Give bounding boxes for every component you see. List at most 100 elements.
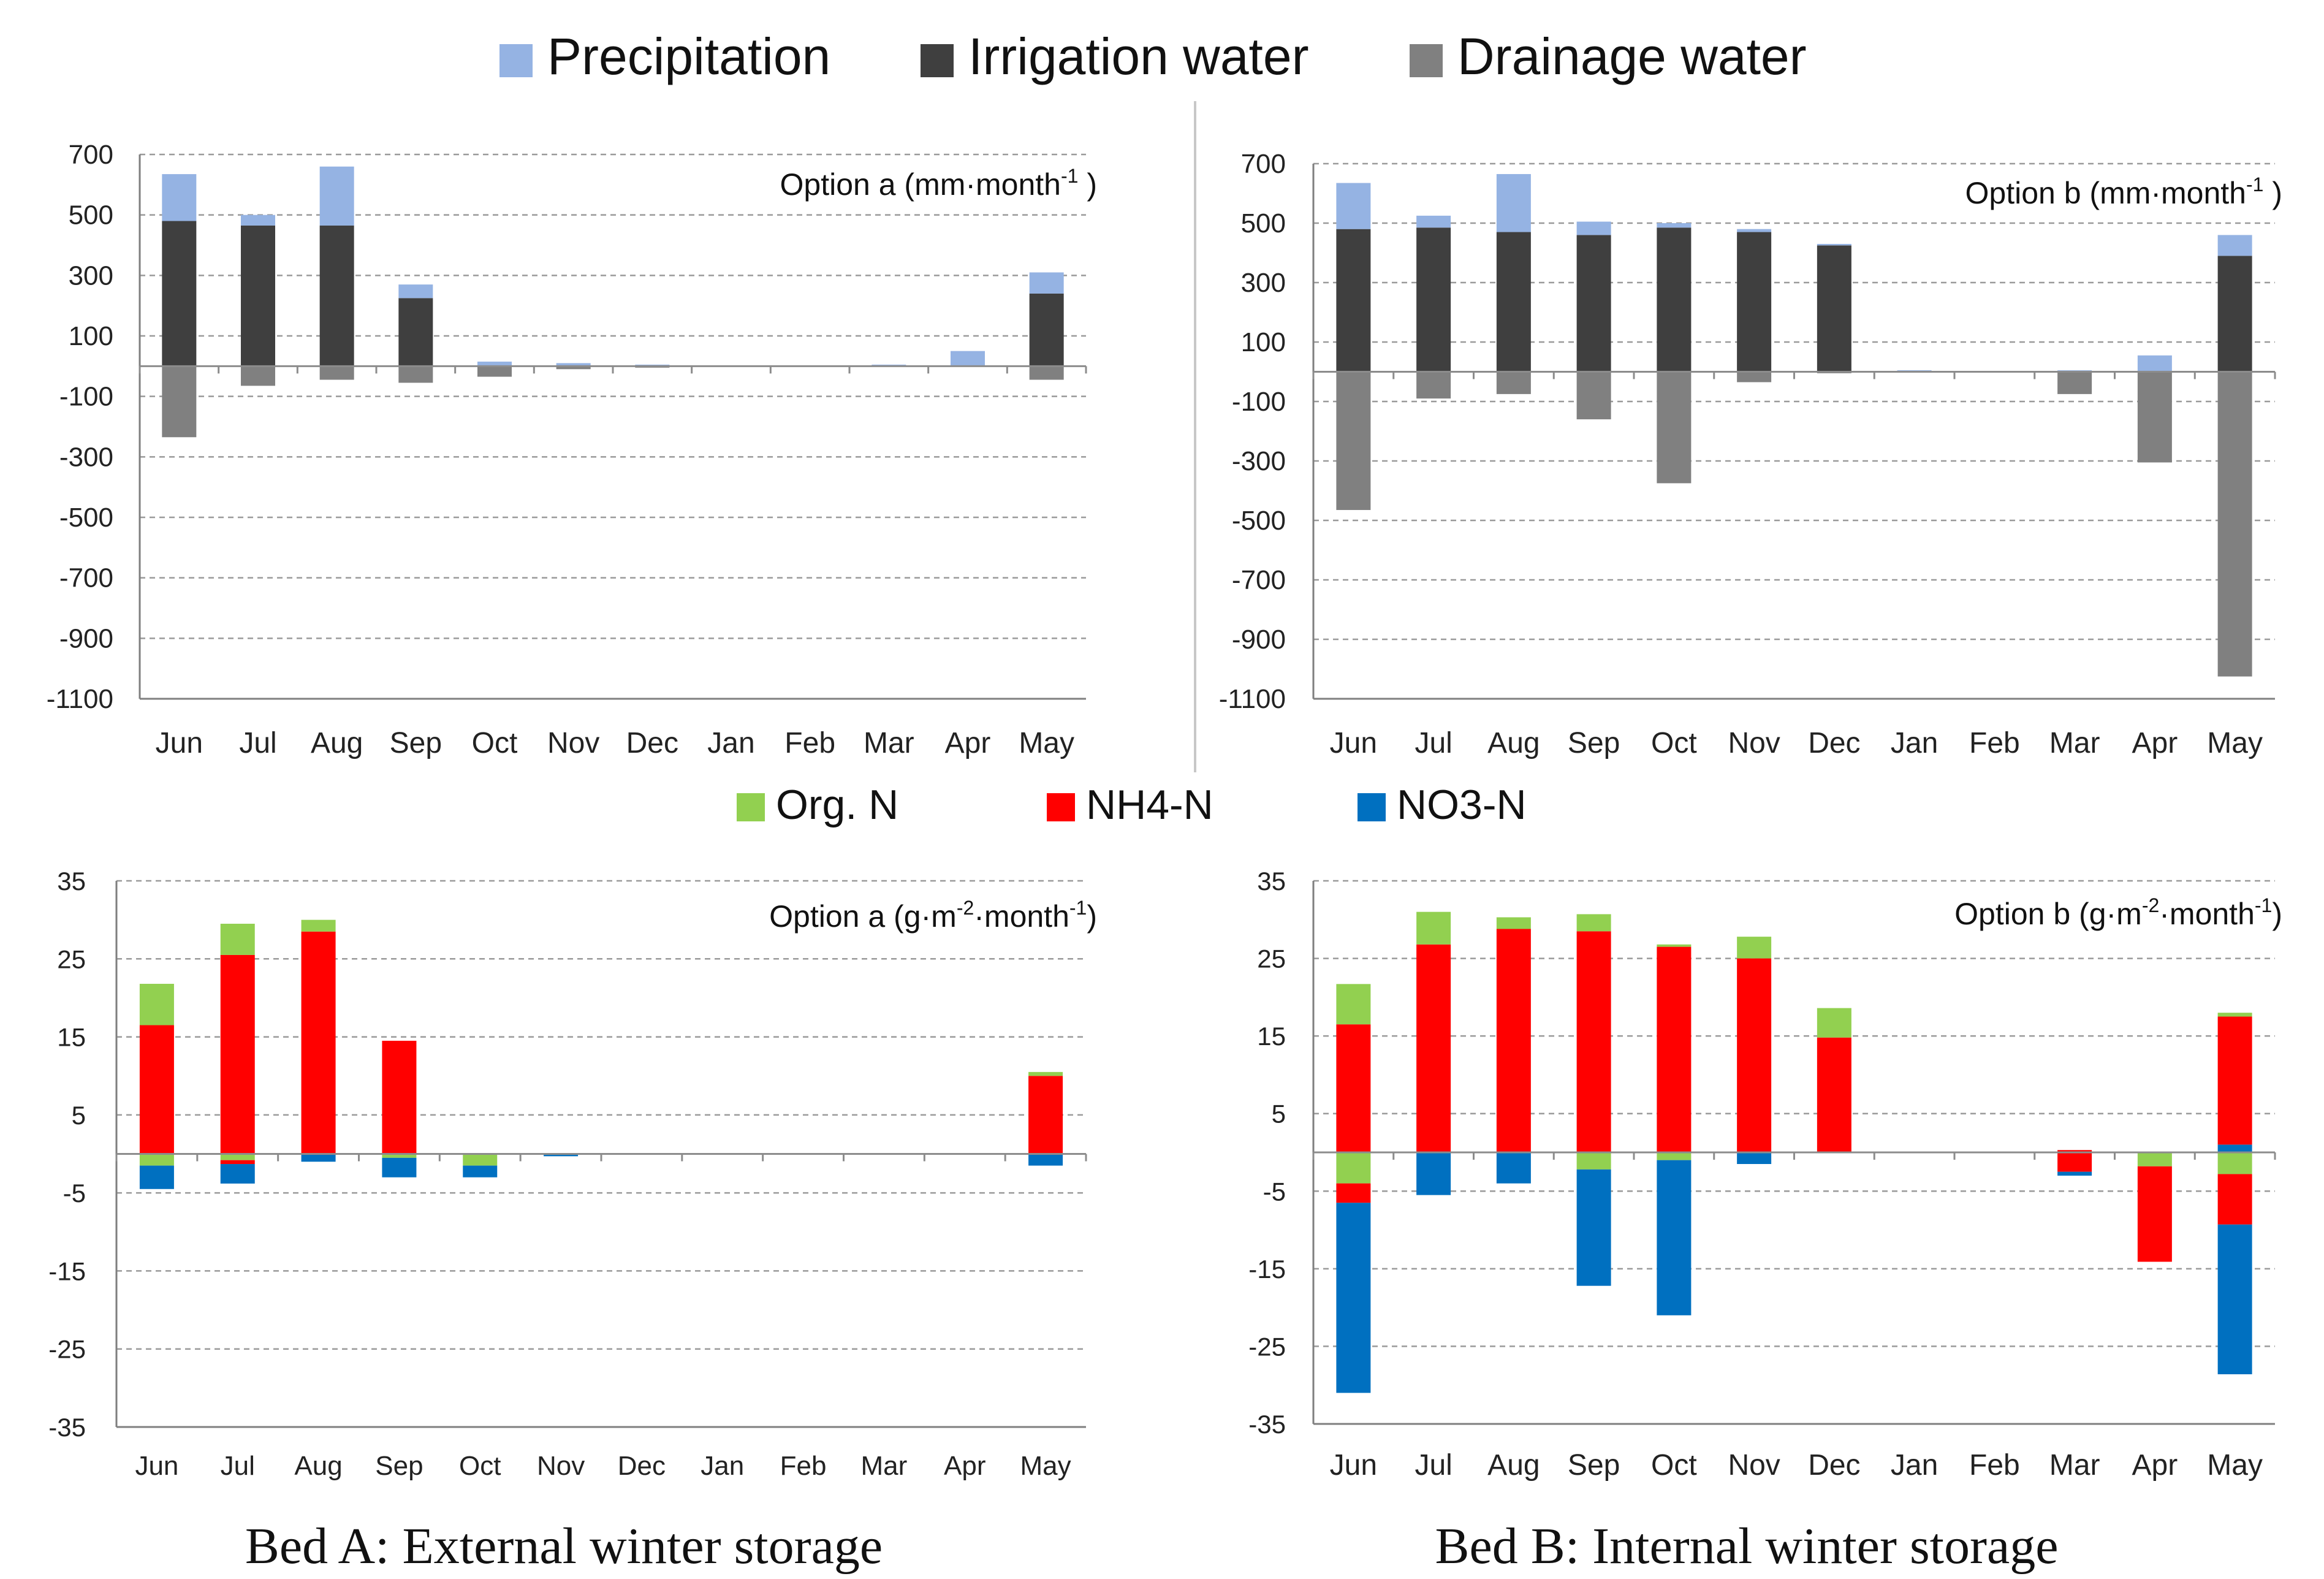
y-tick-label: -100 [59, 382, 113, 412]
y-tick-label: -500 [1232, 506, 1286, 536]
y-tick-label: 25 [1257, 945, 1286, 973]
bar-nh4-n-pos-may [1028, 1076, 1063, 1154]
bar-org-n-neg-sep [382, 1154, 417, 1158]
title-n-a-sup1: -1 [1069, 897, 1087, 919]
bar-precipitation-jul [241, 215, 275, 226]
x-tick-label: Jul [1415, 1449, 1452, 1482]
bar-precipitation-oct [477, 361, 512, 367]
x-tick-label: Mar [861, 1451, 908, 1481]
bar-nh4-n-pos-jul [1416, 944, 1451, 1152]
bar-irrigation-water-sep [1576, 235, 1611, 372]
bar-irrigation-water-may [1029, 293, 1064, 367]
bar-org-n-pos-oct [1657, 944, 1692, 947]
x-tick-label: Dec [618, 1451, 666, 1481]
x-tick-label: Dec [1808, 727, 1860, 759]
y-tick-label: -1100 [47, 684, 113, 714]
x-tick-label: Nov [1728, 727, 1780, 759]
title-nitrogen-option-a: Option a (g·m-2·month-1) [769, 897, 1097, 934]
bar-nh4-n-pos-dec [1817, 1037, 1851, 1152]
bar-drainage-water-sep [1576, 371, 1611, 420]
y-tick-label: 300 [69, 261, 113, 291]
bar-drainage-water-oct [477, 366, 512, 377]
y-tick-label: -35 [48, 1413, 86, 1442]
bar-org-n-pos-jun [1336, 984, 1371, 1025]
x-tick-label: Dec [626, 727, 678, 759]
bar-irrigation-water-aug [1496, 232, 1531, 372]
y-tick-label: -900 [1232, 625, 1286, 655]
caption-bed-b: Bed B: Internal winter storage [1435, 1518, 2058, 1575]
bar-nh4-n-pos-jun [139, 1025, 174, 1154]
bar-precipitation-may [2217, 235, 2252, 256]
bar-no3-n-neg-jun [139, 1165, 174, 1189]
bar-nh4-n-neg-jul [220, 1160, 255, 1165]
bar-nh4-n-neg-jun [1336, 1183, 1371, 1203]
title-nitrogen-option-b: Option b (g·m-2·month-1) [1954, 894, 2282, 931]
bar-irrigation-water-dec [1817, 245, 1851, 372]
bar-no3-n-pos-may [2217, 1144, 2252, 1152]
bar-nh4-n-pos-jul [220, 954, 255, 1154]
x-tick-label: May [2207, 1449, 2263, 1482]
y-tick-label: 5 [72, 1101, 86, 1130]
y-tick-label: -500 [59, 503, 113, 533]
bar-org-n-pos-jul [1416, 911, 1451, 945]
bar-no3-n-neg-aug [301, 1154, 336, 1162]
y-tick-label: 100 [1241, 327, 1286, 357]
legend-swatch-no3-n [1358, 793, 1386, 821]
bar-no3-n-neg-jul [220, 1164, 255, 1184]
legend-swatch-nh4-n [1047, 793, 1075, 821]
bar-org-n-pos-may [1028, 1071, 1063, 1076]
bar-no3-n-neg-nov [544, 1154, 579, 1157]
y-tick-label: 15 [1257, 1022, 1286, 1051]
bar-nh4-n-pos-oct [1657, 946, 1692, 1152]
bar-drainage-water-may [1029, 366, 1064, 380]
x-tick-label: Feb [1969, 727, 2020, 759]
bar-drainage-water-jun [1336, 371, 1371, 511]
bar-precipitation-apr [951, 351, 985, 367]
bar-precipitation-aug [319, 166, 354, 226]
y-tick-label: 5 [1272, 1100, 1286, 1128]
bar-no3-n-neg-jun [1336, 1203, 1371, 1393]
bar-precipitation-sep [1576, 221, 1611, 235]
y-tick-label: -1100 [1219, 684, 1286, 714]
y-tick-label: -300 [1232, 446, 1286, 476]
title-water-a-main: Option a (mm·month [780, 167, 1061, 202]
x-tick-label: Oct [1651, 727, 1697, 759]
y-tick-label: -100 [1232, 387, 1286, 417]
bar-drainage-water-nov [1737, 371, 1772, 382]
bar-nh4-n-neg-apr [2137, 1166, 2172, 1262]
y-tick-label: -15 [1248, 1255, 1286, 1284]
bar-precipitation-nov [1737, 229, 1772, 232]
bar-nh4-n-pos-sep [1576, 931, 1611, 1152]
title-n-b-sup2: -2 [2142, 894, 2159, 916]
bar-precipitation-nov [556, 363, 591, 367]
x-tick-label: Feb [1969, 1449, 2020, 1482]
bar-drainage-water-nov [556, 366, 591, 370]
y-tick-label: -5 [1263, 1177, 1286, 1206]
bar-nh4-n-pos-may [2217, 1016, 2252, 1145]
bar-drainage-water-oct [1657, 371, 1692, 484]
y-tick-label: -25 [1248, 1332, 1286, 1361]
bar-no3-n-neg-may [2217, 1224, 2252, 1374]
legend-label-org-n: Org. N [776, 782, 898, 828]
bar-irrigation-water-aug [319, 225, 354, 367]
bar-drainage-water-aug [1496, 371, 1531, 394]
x-tick-label: Apr [944, 1451, 985, 1481]
bar-no3-n-neg-aug [1496, 1152, 1531, 1184]
bar-org-n-neg-apr [2137, 1152, 2172, 1166]
x-tick-label: Feb [784, 727, 835, 759]
x-tick-label: Apr [2132, 727, 2178, 759]
x-tick-label: Jun [1330, 727, 1377, 759]
bar-precipitation-may [1029, 272, 1064, 294]
bar-org-n-neg-jun [1336, 1152, 1371, 1184]
x-tick-label: Jul [1415, 727, 1452, 759]
y-tick-label: -300 [59, 442, 113, 472]
bar-nh4-n-pos-nov [1737, 958, 1772, 1152]
bar-irrigation-water-jun [162, 221, 197, 367]
bar-irrigation-water-sep [398, 298, 433, 367]
legend-swatch-precipitation [499, 44, 533, 77]
bar-org-n-neg-oct [463, 1154, 498, 1166]
x-tick-label: Jul [221, 1451, 255, 1481]
x-tick-label: Apr [945, 727, 991, 759]
